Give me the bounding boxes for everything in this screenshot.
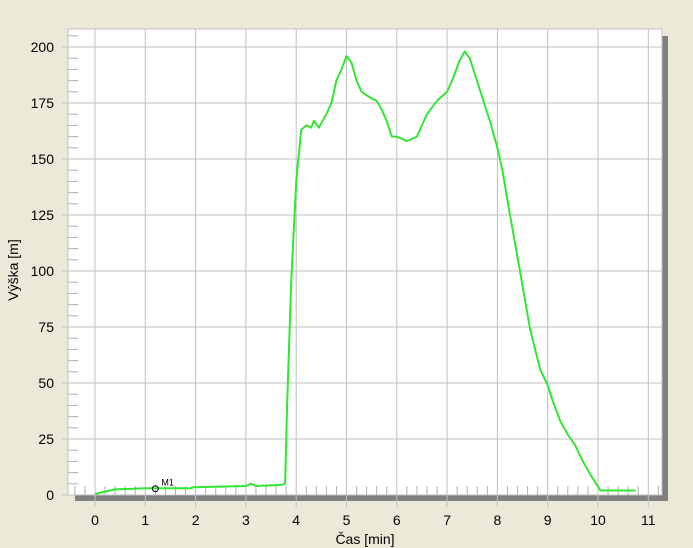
series-line [94, 50, 636, 495]
marker-point [151, 485, 159, 493]
plot-area [67, 28, 663, 496]
y-tick-label: 100 [31, 263, 55, 279]
grid [62, 29, 662, 507]
y-tick-label: 150 [31, 151, 55, 167]
x-tick-label: 11 [641, 512, 656, 528]
x-tick-label: 4 [292, 512, 300, 528]
x-tick-labels: 0 1 2 3 4 5 6 7 8 9 10 11 [91, 512, 656, 528]
y-tick-label: 50 [38, 375, 54, 391]
x-tick-label: 2 [192, 512, 200, 528]
y-axis-label: Výška [m] [5, 239, 21, 300]
y-tick-label: 175 [31, 95, 55, 111]
annotations: M1 [151, 478, 174, 493]
y-tick-label: 75 [38, 319, 54, 335]
marker-label: M1 [161, 478, 174, 488]
x-tick-label: 3 [242, 512, 250, 528]
x-tick-label: 7 [443, 512, 451, 528]
x-tick-label: 8 [494, 512, 502, 528]
plot-shadow-right [662, 36, 668, 501]
x-axis-label: Čas [min] [335, 531, 394, 547]
x-tick-label: 0 [91, 512, 99, 528]
y-tick-labels: 0 25 50 75 100 125 150 175 200 [31, 39, 55, 503]
y-tick-label: 125 [31, 207, 55, 223]
x-tick-label: 6 [393, 512, 401, 528]
y-tick-label: 200 [31, 39, 55, 55]
plot-shadow-bottom [75, 495, 668, 501]
x-tick-label: 10 [590, 512, 606, 528]
x-tick-label: 5 [343, 512, 351, 528]
y-tick-label: 25 [38, 431, 54, 447]
x-tick-label: 1 [141, 512, 149, 528]
y-tick-label: 0 [46, 487, 54, 503]
x-tick-label: 9 [544, 512, 552, 528]
